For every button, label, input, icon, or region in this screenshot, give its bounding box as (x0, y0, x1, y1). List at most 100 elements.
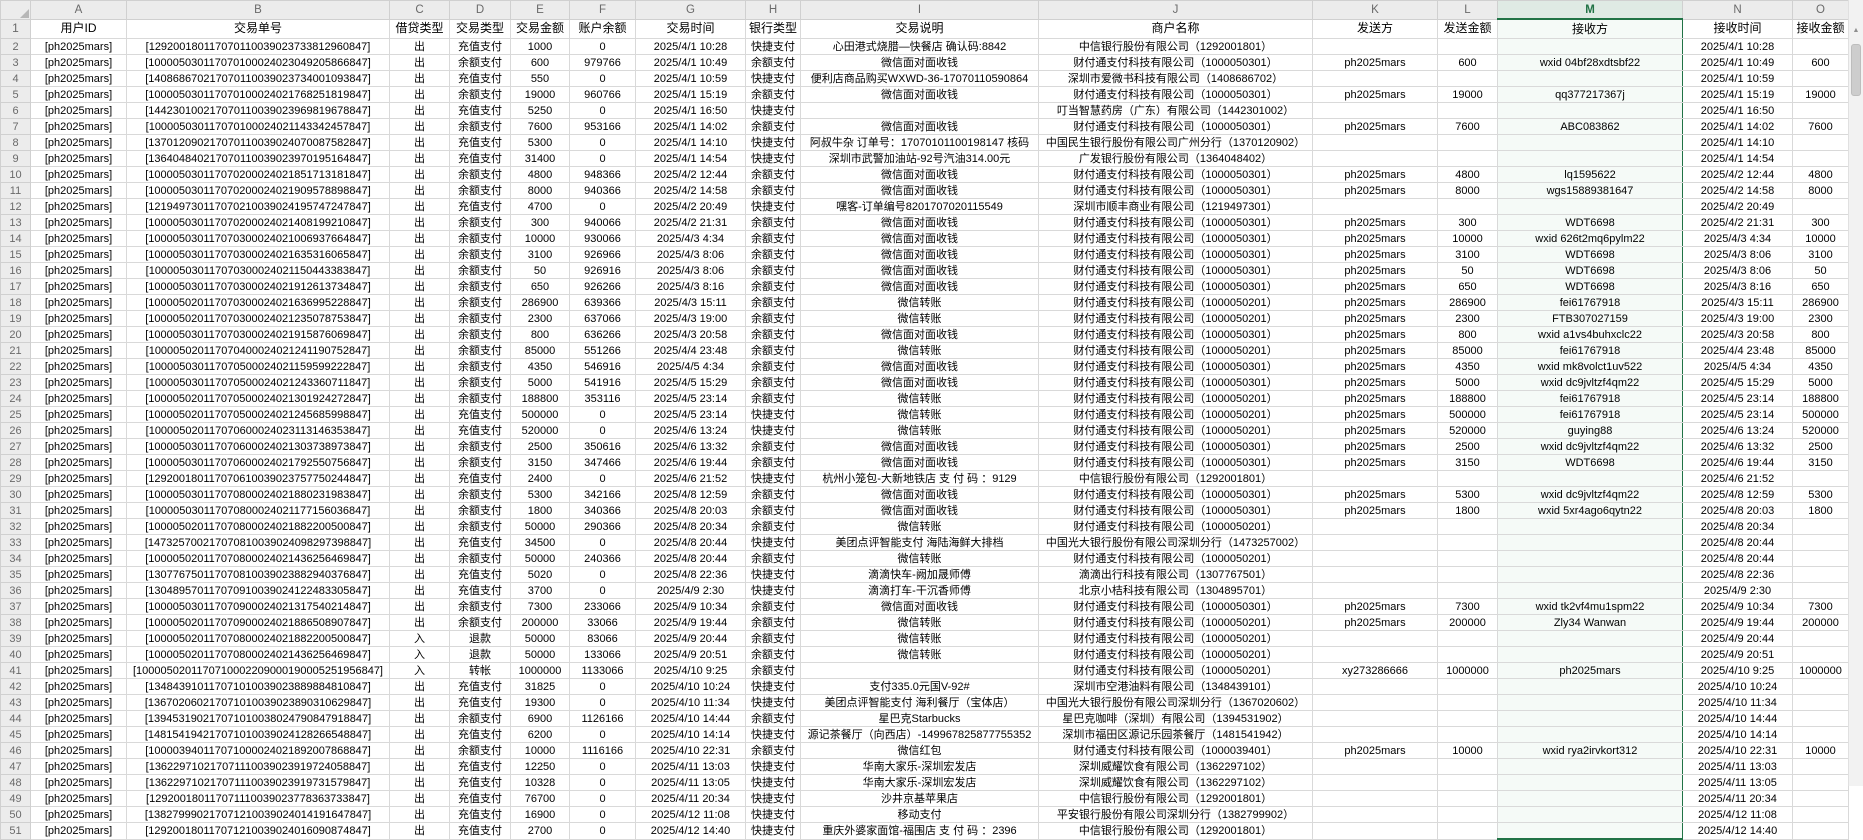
cell-N42[interactable]: 2025/4/10 10:24 (1682, 678, 1793, 695)
cell-G42[interactable]: 2025/4/10 10:24 (635, 678, 746, 695)
cell-N26[interactable]: 2025/4/6 13:24 (1682, 422, 1793, 439)
cell-I3[interactable]: 微信面对面收钱 (800, 54, 1039, 71)
cell-K25[interactable]: ph2025mars (1312, 406, 1438, 423)
cell-E16[interactable]: 50 (510, 262, 570, 279)
cell-E13[interactable]: 300 (510, 214, 570, 231)
cell-A18[interactable]: [ph2025mars] (30, 294, 127, 311)
cell-O7[interactable]: 7600 (1792, 118, 1849, 135)
header-debit-type[interactable]: 借贷类型 (389, 18, 450, 39)
cell-A7[interactable]: [ph2025mars] (30, 118, 127, 135)
cell-M26[interactable]: guying88 (1497, 422, 1683, 439)
cell-C2[interactable]: 出 (389, 38, 450, 55)
cell-D20[interactable]: 余额支付 (449, 326, 511, 343)
cell-M30[interactable]: wxid dc9jvltzf4qm22 (1497, 486, 1683, 503)
cell-O34[interactable] (1792, 550, 1849, 567)
cell-F40[interactable]: 133066 (569, 646, 636, 663)
cell-C43[interactable]: 出 (389, 694, 450, 711)
row-header-25[interactable]: 25 (0, 406, 31, 423)
cell-H3[interactable]: 余额支付 (745, 54, 801, 71)
cell-K39[interactable] (1312, 630, 1438, 647)
cell-O33[interactable] (1792, 534, 1849, 551)
cell-N4[interactable]: 2025/4/1 10:59 (1682, 70, 1793, 87)
cell-N46[interactable]: 2025/4/10 22:31 (1682, 742, 1793, 759)
cell-B26[interactable]: [100005020117070600024023113146353847] (126, 422, 390, 439)
cell-K49[interactable] (1312, 790, 1438, 807)
cell-G21[interactable]: 2025/4/4 23:48 (635, 342, 746, 359)
cell-B14[interactable]: [100005030117070300024021006937664847] (126, 230, 390, 247)
cell-A50[interactable]: [ph2025mars] (30, 806, 127, 823)
row-header-51[interactable]: 51 (0, 822, 31, 840)
header-receiver[interactable]: 接收方 (1497, 19, 1683, 39)
cell-N30[interactable]: 2025/4/8 12:59 (1682, 486, 1793, 503)
cell-I8[interactable]: 阿叔牛杂 订单号：17070101100198147 核码 (800, 134, 1039, 151)
cell-J6[interactable]: 叮当智慧药房（广东）有限公司（1442301002） (1038, 102, 1313, 119)
cell-F20[interactable]: 636266 (569, 326, 636, 343)
cell-I51[interactable]: 重庆外婆家面馆-福围店 支 付 码 ：2396 (800, 822, 1039, 840)
cell-A22[interactable]: [ph2025mars] (30, 358, 127, 375)
cell-D48[interactable]: 充值支付 (449, 774, 511, 791)
cell-E26[interactable]: 520000 (510, 422, 570, 439)
cell-G41[interactable]: 2025/4/10 9:25 (635, 662, 746, 679)
cell-A36[interactable]: [ph2025mars] (30, 582, 127, 599)
cell-A41[interactable]: [ph2025mars] (30, 662, 127, 679)
header-merchant-name[interactable]: 商户名称 (1038, 18, 1313, 39)
cell-D2[interactable]: 充值支付 (449, 38, 511, 55)
cell-I28[interactable]: 微信面对面收钱 (800, 454, 1039, 471)
cell-B46[interactable]: [100003940117071000024021892007868847] (126, 742, 390, 759)
cell-K21[interactable]: ph2025mars (1312, 342, 1438, 359)
cell-K28[interactable]: ph2025mars (1312, 454, 1438, 471)
cell-O14[interactable]: 10000 (1792, 230, 1849, 247)
cell-O4[interactable] (1792, 70, 1849, 87)
cell-B27[interactable]: [100005030117070600024021303738973847] (126, 438, 390, 455)
cell-E33[interactable]: 34500 (510, 534, 570, 551)
cell-K13[interactable]: ph2025mars (1312, 214, 1438, 231)
row-header-14[interactable]: 14 (0, 230, 31, 247)
cell-M8[interactable] (1497, 134, 1683, 151)
select-all-corner[interactable] (0, 0, 31, 20)
cell-G24[interactable]: 2025/4/5 23:14 (635, 390, 746, 407)
cell-B29[interactable]: [129200180117070610039023757750244847] (126, 470, 390, 487)
cell-D25[interactable]: 充值支付 (449, 406, 511, 423)
cell-A45[interactable]: [ph2025mars] (30, 726, 127, 743)
cell-K33[interactable] (1312, 534, 1438, 551)
cell-E23[interactable]: 5000 (510, 374, 570, 391)
column-header-H[interactable]: H (745, 0, 801, 20)
cell-F44[interactable]: 1126166 (569, 710, 636, 727)
cell-M18[interactable]: fei61767918 (1497, 294, 1683, 311)
cell-K29[interactable] (1312, 470, 1438, 487)
cell-N6[interactable]: 2025/4/1 16:50 (1682, 102, 1793, 119)
header-trade-time[interactable]: 交易时间 (635, 18, 746, 39)
cell-E28[interactable]: 3150 (510, 454, 570, 471)
cell-B39[interactable]: [100005020117070800024021882200500847] (126, 630, 390, 647)
cell-F31[interactable]: 340366 (569, 502, 636, 519)
cell-K45[interactable] (1312, 726, 1438, 743)
cell-N28[interactable]: 2025/4/6 19:44 (1682, 454, 1793, 471)
cell-M25[interactable]: fei61767918 (1497, 406, 1683, 423)
cell-J22[interactable]: 财付通支付科技有限公司（1000050301） (1038, 358, 1313, 375)
cell-F12[interactable]: 0 (569, 198, 636, 215)
cell-I35[interactable]: 滴滴快车-阙加晟师傅 (800, 566, 1039, 583)
cell-D32[interactable]: 余额支付 (449, 518, 511, 535)
cell-I23[interactable]: 微信面对面收钱 (800, 374, 1039, 391)
row-header-11[interactable]: 11 (0, 182, 31, 199)
cell-B44[interactable]: [139453190217071010038024790847918847] (126, 710, 390, 727)
cell-H48[interactable]: 快捷支付 (745, 774, 801, 791)
header-sender[interactable]: 发送方 (1312, 18, 1438, 39)
cell-F45[interactable]: 0 (569, 726, 636, 743)
cell-J11[interactable]: 财付通支付科技有限公司（1000050301） (1038, 182, 1313, 199)
cell-B40[interactable]: [100005020117070800024021436256469847] (126, 646, 390, 663)
row-header-20[interactable]: 20 (0, 326, 31, 343)
cell-C33[interactable]: 出 (389, 534, 450, 551)
cell-H5[interactable]: 余额支付 (745, 86, 801, 103)
cell-L33[interactable] (1437, 534, 1498, 551)
cell-J33[interactable]: 中国光大银行股份有限公司深圳分行（1473257002） (1038, 534, 1313, 551)
cell-A43[interactable]: [ph2025mars] (30, 694, 127, 711)
cell-A17[interactable]: [ph2025mars] (30, 278, 127, 295)
cell-E31[interactable]: 1800 (510, 502, 570, 519)
cell-F36[interactable]: 0 (569, 582, 636, 599)
cell-M41[interactable]: ph2025mars (1497, 662, 1683, 679)
cell-G35[interactable]: 2025/4/8 22:36 (635, 566, 746, 583)
cell-L24[interactable]: 188800 (1437, 390, 1498, 407)
cell-G23[interactable]: 2025/4/5 15:29 (635, 374, 746, 391)
cell-J31[interactable]: 财付通支付科技有限公司（1000050301） (1038, 502, 1313, 519)
